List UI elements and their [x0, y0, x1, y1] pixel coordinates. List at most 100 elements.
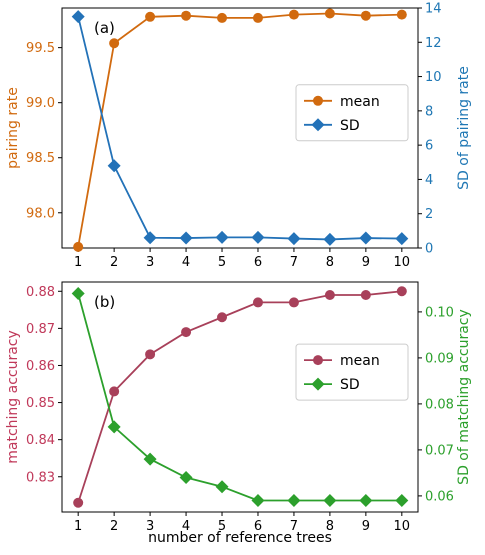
- left-y-tick-label: 0.88: [26, 285, 55, 300]
- data-point-mean: [396, 9, 407, 20]
- data-point-mean: [360, 10, 371, 21]
- data-point-sd: [251, 494, 265, 507]
- left-axis-label: pairing rate: [5, 87, 21, 169]
- series-line-mean: [77, 12, 402, 248]
- data-point-sd: [71, 10, 85, 24]
- x-tick-label: 7: [290, 255, 298, 270]
- x-tick-label: 7: [290, 519, 298, 534]
- panel-label: (a): [94, 19, 115, 37]
- x-tick-label: 3: [146, 255, 154, 270]
- legend-marker-circle: [313, 355, 323, 366]
- x-tick-label: 6: [254, 519, 262, 534]
- right-axis-label: SD of matching accuracy: [456, 309, 472, 485]
- data-point-sd: [107, 420, 121, 434]
- data-point-sd: [395, 232, 409, 246]
- legend-label: mean: [340, 353, 380, 369]
- data-point-sd: [71, 287, 85, 300]
- x-tick-label: 2: [110, 519, 118, 534]
- left-y-tick-label: 98.5: [26, 151, 55, 166]
- data-point-sd: [287, 232, 301, 246]
- legend-box: [295, 343, 409, 401]
- x-tick-label: 4: [182, 519, 190, 534]
- chart-panel-2: 1 2 3 4 5 6 7 8 9 10 0.83 0.84 0.85 0.86 0.87 0.88 match…: [5, 281, 472, 546]
- x-tick-label: 9: [362, 255, 370, 270]
- data-point-sd: [215, 230, 229, 244]
- right-y-tick-label: 0.08: [425, 397, 454, 412]
- data-point-sd: [143, 452, 157, 466]
- legend-label: mean: [340, 94, 380, 110]
- series-line-mean: [77, 290, 402, 504]
- legend-label: SD: [340, 118, 360, 134]
- right-y-tick-label: 14: [425, 2, 442, 17]
- right-y-tick-label: 6: [425, 139, 433, 154]
- data-point-mean: [109, 38, 120, 49]
- legend-box: [295, 84, 409, 142]
- data-point-mean: [324, 8, 335, 19]
- x-tick-label: 1: [74, 255, 82, 270]
- legend-marker-diamond: [311, 377, 325, 391]
- x-tick-label: 1: [74, 519, 82, 534]
- x-tick-label: 2: [110, 255, 118, 270]
- left-y-tick-label: 0.83: [26, 470, 55, 485]
- data-point-sd: [251, 230, 265, 244]
- left-axis-label: matching accuracy: [5, 330, 21, 464]
- data-point-sd: [323, 232, 337, 246]
- legend-marker-diamond: [311, 118, 325, 132]
- data-point-mean: [181, 10, 192, 21]
- data-point-sd: [395, 494, 409, 507]
- data-point-mean: [217, 12, 228, 23]
- data-point-mean: [181, 327, 192, 338]
- right-y-tick-label: 0.09: [425, 351, 454, 366]
- x-tick-label: 9: [362, 519, 370, 534]
- left-y-tick-label: 99.5: [26, 41, 55, 56]
- data-point-mean: [73, 241, 84, 252]
- x-tick-label: 3: [146, 519, 154, 534]
- x-tick-label: 6: [254, 255, 262, 270]
- data-point-mean: [288, 297, 299, 308]
- plot-frame: [61, 281, 419, 513]
- left-y-tick-label: 99.0: [26, 96, 55, 111]
- right-y-tick-label: 12: [425, 36, 442, 51]
- data-point-mean: [73, 497, 84, 508]
- plot-frame: [61, 7, 419, 249]
- x-tick-label: 4: [182, 255, 190, 270]
- right-y-tick-label: 0.06: [425, 489, 454, 504]
- x-tick-label: 10: [394, 255, 411, 270]
- data-point-sd: [143, 231, 157, 245]
- panel-label: (b): [94, 293, 115, 311]
- data-point-mean: [288, 9, 299, 20]
- x-tick-label: 10: [394, 519, 411, 534]
- right-axis-label: SD of pairing rate: [456, 66, 472, 190]
- left-y-tick-label: 98.0: [26, 206, 55, 221]
- left-y-tick-label: 0.87: [26, 322, 55, 337]
- data-point-mean: [252, 297, 263, 308]
- data-point-sd: [359, 494, 373, 507]
- data-point-mean: [324, 289, 335, 300]
- series-line-sd: [77, 293, 402, 502]
- data-point-mean: [217, 312, 228, 323]
- x-tick-label: 5: [218, 519, 226, 534]
- data-point-mean: [109, 386, 120, 397]
- data-point-mean: [252, 12, 263, 23]
- right-y-tick-label: 10: [425, 70, 442, 85]
- x-axis-label: number of reference trees: [148, 530, 332, 546]
- right-y-tick-label: 2: [425, 207, 433, 222]
- right-y-tick-label: 0.07: [425, 443, 454, 458]
- left-y-tick-label: 0.85: [26, 396, 55, 411]
- left-y-tick-label: 0.84: [26, 433, 55, 448]
- x-tick-label: 8: [326, 519, 334, 534]
- x-tick-label: 8: [326, 255, 334, 270]
- data-point-sd: [179, 471, 193, 484]
- left-y-tick-label: 0.86: [26, 359, 55, 374]
- data-point-sd: [323, 494, 337, 507]
- data-point-sd: [107, 159, 121, 173]
- series-line-sd: [77, 16, 402, 241]
- data-point-sd: [179, 231, 193, 245]
- data-point-mean: [145, 11, 156, 22]
- right-y-tick-label: 0.10: [425, 305, 454, 320]
- right-y-tick-label: 0: [425, 242, 433, 257]
- right-y-tick-label: 4: [425, 173, 433, 188]
